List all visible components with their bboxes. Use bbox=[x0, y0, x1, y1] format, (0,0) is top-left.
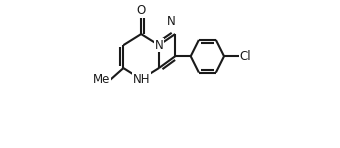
Text: Me: Me bbox=[93, 73, 110, 86]
Text: NH: NH bbox=[132, 73, 150, 86]
Text: Cl: Cl bbox=[240, 50, 251, 63]
Text: O: O bbox=[137, 4, 146, 17]
Text: N: N bbox=[154, 39, 163, 52]
Text: N: N bbox=[167, 15, 176, 28]
